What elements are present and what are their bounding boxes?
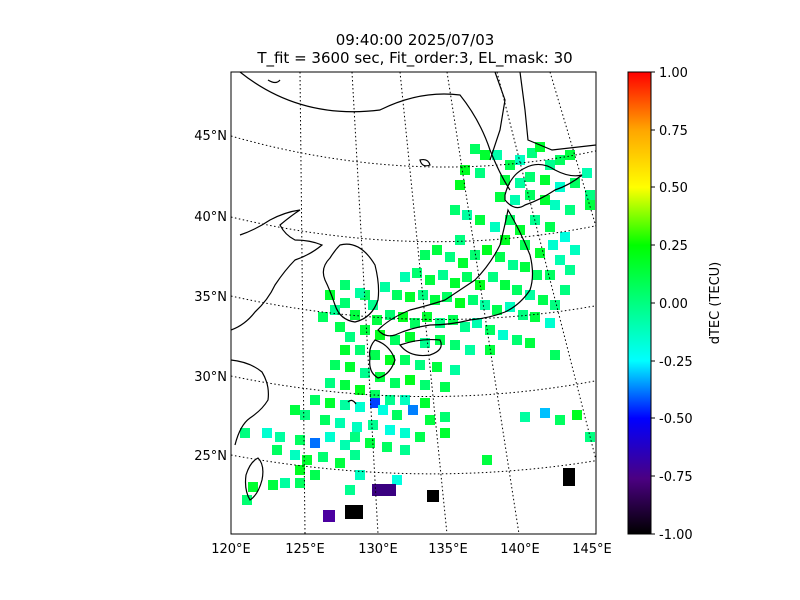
lat-label: 30°N	[194, 370, 227, 385]
colorbar-label: dTEC (TECU)	[708, 262, 723, 345]
colorbar-tick: 0.00	[659, 297, 688, 312]
dtec-observation-points	[240, 142, 595, 522]
plot-title-time: 09:40:00 2025/07/03	[335, 31, 495, 49]
colorbar-gradient	[627, 71, 652, 535]
lat-label: 35°N	[194, 290, 227, 305]
longitude-labels: 120°E 125°E 130°E 135°E 140°E 145°E	[211, 542, 612, 557]
colorbar-tick: 0.75	[659, 124, 688, 139]
graticule	[231, 72, 596, 534]
lon-label: 120°E	[211, 542, 251, 557]
lat-label: 40°N	[194, 210, 227, 225]
lon-label: 140°E	[500, 542, 540, 557]
colorbar-tick: -1.00	[659, 528, 693, 543]
colorbar-tick: 0.25	[659, 239, 688, 254]
colorbar-tick: 0.50	[659, 181, 688, 196]
lat-label: 25°N	[194, 449, 227, 464]
lon-label: 145°E	[572, 542, 612, 557]
lon-label: 125°E	[285, 542, 325, 557]
coastlines	[231, 72, 596, 501]
colorbar: 1.00 0.75 0.50 0.25 0.00 -0.25 -0.50 -0.…	[627, 66, 723, 543]
lon-label: 135°E	[428, 542, 468, 557]
map-frame	[230, 71, 597, 535]
plot-title-params: T_fit = 3600 sec, Fit_order:3, EL_mask: …	[257, 49, 573, 67]
latitude-labels: 45°N 40°N 35°N 30°N 25°N	[194, 129, 227, 464]
lat-label: 45°N	[194, 129, 227, 144]
colorbar-tick: -0.75	[659, 470, 693, 485]
colorbar-tick: -0.50	[659, 412, 693, 427]
colorbar-tick: 1.00	[659, 66, 688, 81]
colorbar-tick: -0.25	[659, 355, 693, 370]
lon-label: 130°E	[358, 542, 398, 557]
